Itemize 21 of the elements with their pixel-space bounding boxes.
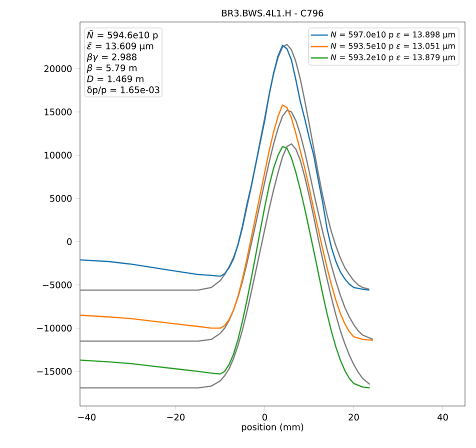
y-tick-label: −5000 xyxy=(42,282,72,288)
annotation: βγ = 2.988 xyxy=(86,53,136,62)
x-tick-label: −40 xyxy=(78,414,96,421)
annotation: δp/p = 1.65e-03 xyxy=(87,86,160,95)
y-tick-label: 5000 xyxy=(50,195,72,202)
y-tick-label: 15000 xyxy=(44,108,72,116)
x-axis-title: position (mm) xyxy=(242,423,304,432)
y-tick-label: 0 xyxy=(67,238,72,246)
annotation: D = 1.469 m xyxy=(87,75,144,82)
x-tick-label: 20 xyxy=(348,414,359,421)
y-tick-label: −10000 xyxy=(37,324,72,332)
x-tick-label: 0 xyxy=(262,414,267,421)
y-tick-label: 20000 xyxy=(44,65,72,72)
x-tick-label: 40 xyxy=(437,414,448,421)
chart-title: BR3.BWS.4L1.H - C796 xyxy=(222,10,324,16)
y-tick-label: 10000 xyxy=(44,152,72,159)
annotation: N̄ = 594.6e10 p xyxy=(87,30,158,40)
y-tick-label: −15000 xyxy=(37,368,72,375)
annotation: β = 5.79 m xyxy=(86,64,137,74)
annotation: ε̄ = 13.609 μm xyxy=(87,42,154,52)
x-tick-label: −20 xyxy=(167,414,185,421)
